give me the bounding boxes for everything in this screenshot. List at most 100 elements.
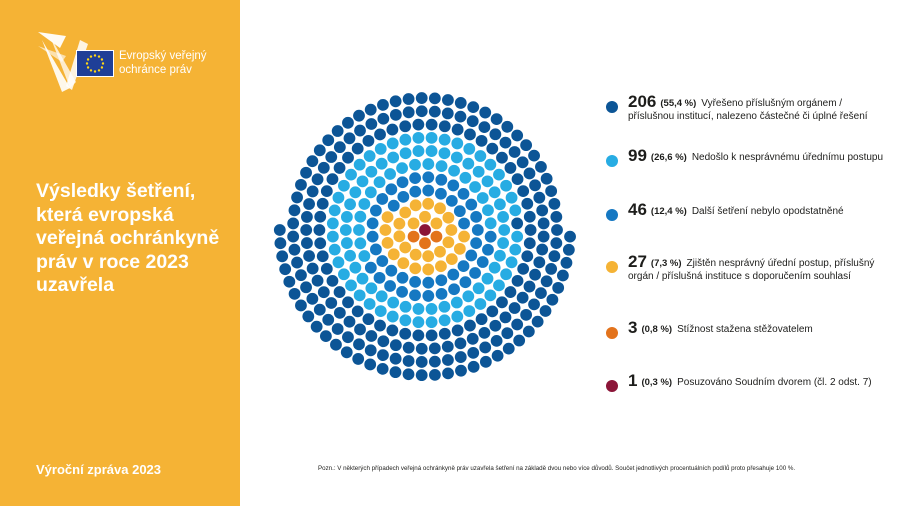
legend-percent: (26,6 %) xyxy=(650,152,687,163)
case-dot xyxy=(523,210,536,223)
case-dot xyxy=(387,248,400,261)
case-dot xyxy=(349,261,362,274)
case-dot xyxy=(497,237,510,249)
case-dot xyxy=(441,107,454,120)
case-dot xyxy=(481,272,494,285)
case-dot xyxy=(550,210,563,223)
case-dot xyxy=(393,230,406,243)
eu-star-icon xyxy=(86,66,90,69)
case-dot xyxy=(412,316,425,329)
case-dot xyxy=(428,92,441,105)
case-dot xyxy=(552,281,565,294)
case-dot xyxy=(488,186,501,199)
case-dot xyxy=(317,286,330,299)
case-dot xyxy=(462,157,475,170)
case-dot xyxy=(464,319,476,332)
case-dot xyxy=(546,293,559,306)
legend-percent: (0,3 %) xyxy=(641,377,673,388)
case-dot xyxy=(556,269,569,282)
case-dot xyxy=(428,342,441,355)
case-dot xyxy=(351,305,364,318)
case-dot xyxy=(320,262,333,275)
case-dot xyxy=(428,105,441,118)
case-dot xyxy=(399,133,412,146)
case-dot xyxy=(377,98,389,111)
case-dot xyxy=(448,283,460,296)
case-dot xyxy=(536,243,549,256)
case-dot xyxy=(448,164,460,177)
case-dot xyxy=(374,305,387,317)
case-dot xyxy=(496,151,508,164)
legend-count: 27 xyxy=(628,252,647,271)
case-dot xyxy=(362,313,375,326)
case-dot xyxy=(469,267,481,279)
legend-count: 206 xyxy=(628,92,657,111)
case-dot xyxy=(279,263,292,276)
case-dot xyxy=(517,262,530,275)
case-dot xyxy=(434,202,446,215)
case-dot xyxy=(396,176,409,189)
case-dot xyxy=(490,113,503,126)
case-dot xyxy=(333,141,346,154)
case-dot xyxy=(386,324,399,337)
legend-swatch xyxy=(606,261,618,273)
case-dot xyxy=(445,224,458,236)
case-dot xyxy=(429,368,441,381)
case-dot xyxy=(389,352,402,365)
case-dot xyxy=(364,261,377,274)
case-dot xyxy=(326,173,339,186)
case-dot xyxy=(326,274,339,287)
case-dot xyxy=(465,198,478,211)
case-dot xyxy=(459,171,472,184)
case-dot xyxy=(338,268,350,281)
case-dot xyxy=(422,263,435,276)
case-dot xyxy=(463,305,476,317)
case-dot xyxy=(536,204,549,217)
case-dot xyxy=(475,313,488,326)
legend-percent: (12,4 %) xyxy=(650,206,687,217)
case-dot xyxy=(385,183,398,196)
case-dot xyxy=(482,204,494,217)
legend-label: Další šetření nebylo opodstatněné xyxy=(691,206,844,217)
case-dot xyxy=(511,318,524,331)
case-dot xyxy=(548,197,561,210)
case-dot xyxy=(340,346,353,359)
case-dot xyxy=(397,190,410,203)
case-dot xyxy=(374,143,387,155)
case-dot xyxy=(288,287,301,300)
case-dot xyxy=(505,191,518,204)
case-dot xyxy=(377,335,390,348)
dot-circle-chart xyxy=(273,92,576,382)
case-dot xyxy=(445,253,458,266)
case-dot xyxy=(349,186,362,199)
case-dot xyxy=(422,184,435,197)
case-dot xyxy=(474,298,487,310)
case-dot xyxy=(354,323,366,336)
case-dot xyxy=(523,237,536,250)
case-dot xyxy=(415,369,428,382)
case-dot xyxy=(300,281,312,294)
case-dot xyxy=(537,230,550,243)
case-dot xyxy=(481,175,494,188)
case-dot xyxy=(339,224,352,236)
case-dot xyxy=(291,256,303,269)
case-dot xyxy=(381,211,394,224)
case-dot xyxy=(328,204,341,217)
case-dot xyxy=(508,146,521,158)
case-dot xyxy=(435,274,448,287)
case-dot xyxy=(425,303,438,315)
case-dot xyxy=(399,120,412,133)
legend-percent: (55,4 %) xyxy=(660,98,697,109)
case-dot xyxy=(313,224,326,236)
case-dot xyxy=(375,157,388,170)
case-dot xyxy=(511,230,524,243)
case-dot xyxy=(522,325,535,338)
case-dot xyxy=(389,95,402,108)
report-title: Výroční zpráva 2023 xyxy=(36,462,162,477)
case-dot xyxy=(354,237,367,250)
case-dot xyxy=(442,354,454,366)
case-dot xyxy=(302,310,315,323)
case-dot xyxy=(484,289,497,302)
case-dot xyxy=(415,342,428,355)
case-dot xyxy=(425,329,438,342)
